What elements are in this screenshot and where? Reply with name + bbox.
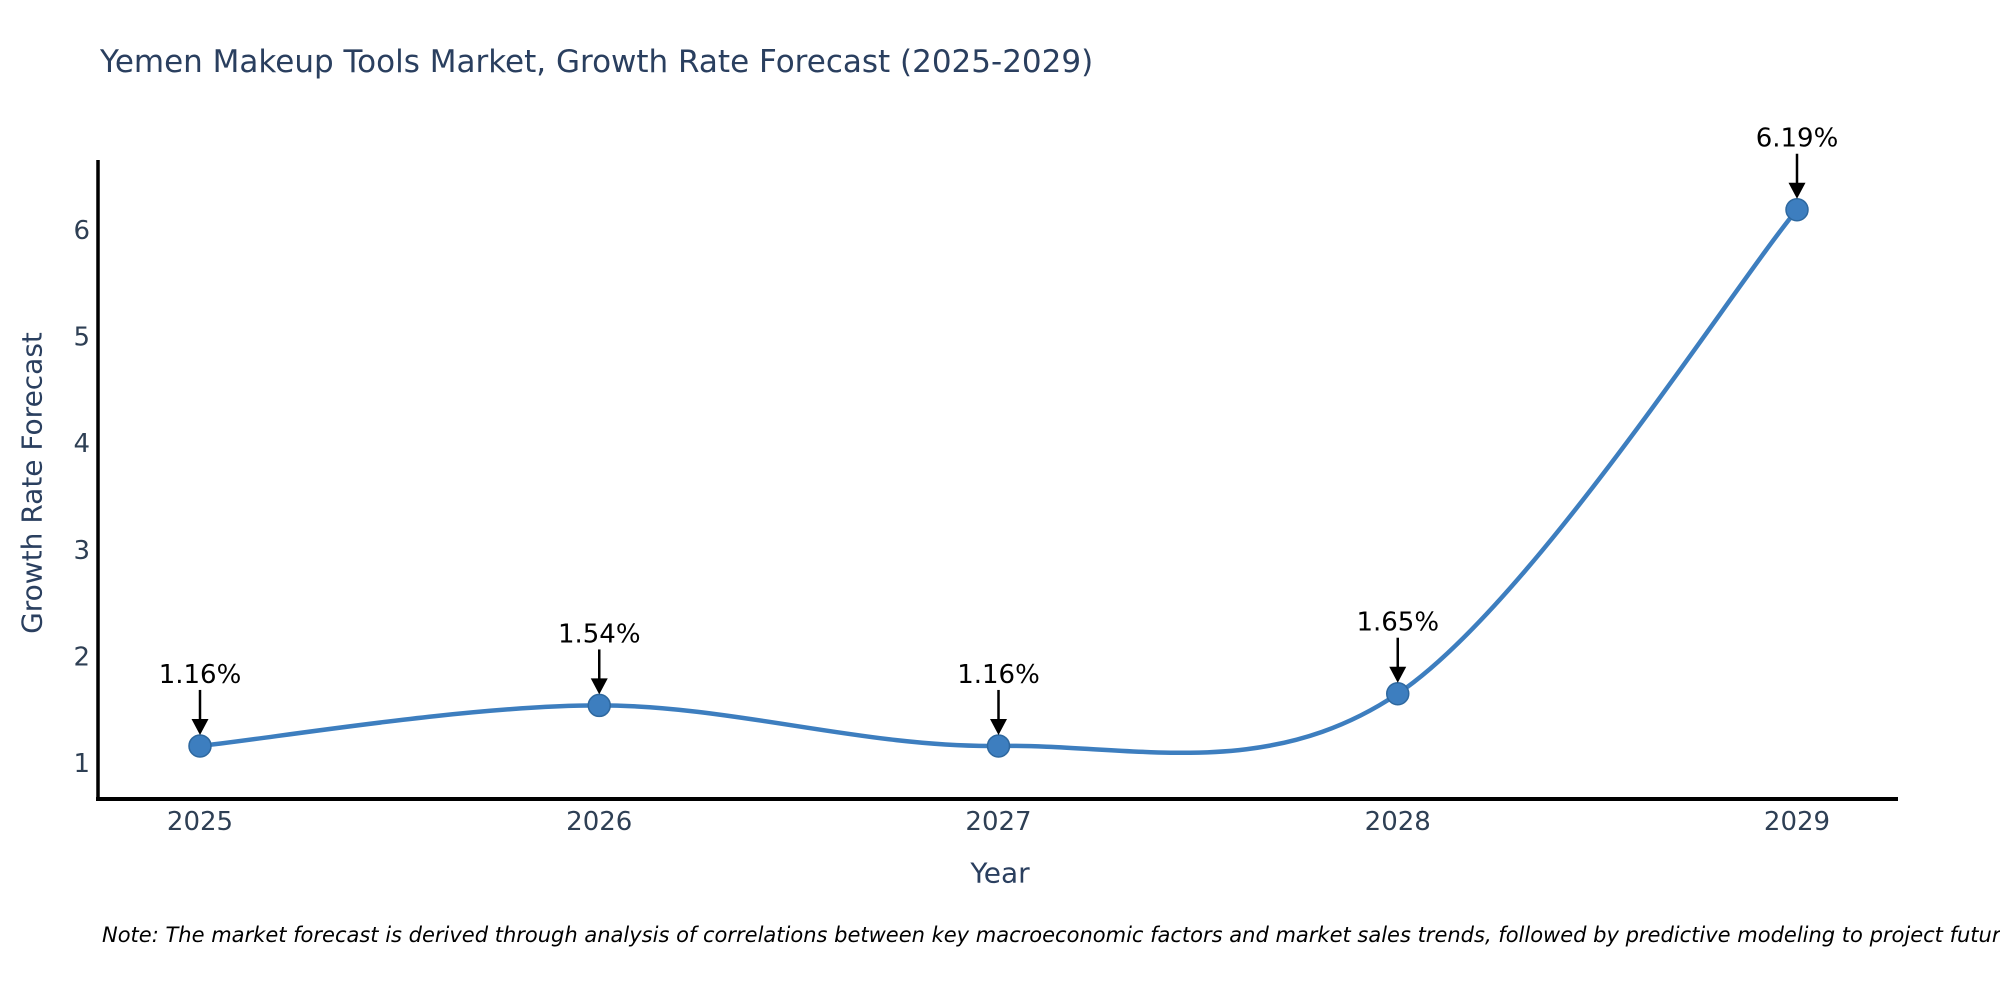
y-tick-label: 4 bbox=[73, 429, 90, 459]
y-axis-title: Growth Rate Forecast bbox=[15, 332, 49, 634]
y-tick-label: 5 bbox=[73, 323, 90, 353]
data-point-marker bbox=[188, 734, 212, 758]
annotation-arrow-head bbox=[191, 718, 209, 735]
x-tick-label: 2026 bbox=[566, 807, 632, 837]
footnote: Note: The market forecast is derived thr… bbox=[102, 923, 2000, 947]
x-tick-label: 2025 bbox=[167, 807, 233, 837]
data-point-label: 1.65% bbox=[1356, 608, 1439, 638]
data-point-label: 1.16% bbox=[159, 660, 242, 690]
data-point-label: 1.16% bbox=[957, 660, 1040, 690]
annotation-arrow-head bbox=[990, 718, 1007, 735]
x-tick-label: 2028 bbox=[1365, 807, 1431, 837]
data-point-label: 6.19% bbox=[1756, 124, 1839, 154]
data-point-marker bbox=[1386, 681, 1410, 706]
data-point-label: 1.54% bbox=[558, 619, 641, 649]
chart-title: Yemen Makeup Tools Market, Growth Rate F… bbox=[100, 44, 1094, 80]
annotation-arrow-head bbox=[1389, 666, 1407, 683]
y-tick-label: 6 bbox=[73, 216, 90, 246]
data-point-marker bbox=[1785, 197, 1809, 222]
x-axis-title: Year bbox=[970, 856, 1030, 890]
annotation-arrow-head bbox=[590, 678, 608, 695]
y-tick-label: 2 bbox=[73, 642, 90, 672]
x-tick-label: 2029 bbox=[1764, 807, 1830, 837]
annotation-arrow-head bbox=[1788, 182, 1806, 199]
x-tick-label: 2027 bbox=[965, 807, 1031, 837]
data-point-marker bbox=[587, 693, 611, 718]
y-tick-label: 3 bbox=[73, 536, 90, 566]
y-tick-label: 1 bbox=[73, 749, 90, 779]
forecast-line bbox=[197, 207, 1800, 756]
data-point-marker bbox=[986, 734, 1011, 758]
